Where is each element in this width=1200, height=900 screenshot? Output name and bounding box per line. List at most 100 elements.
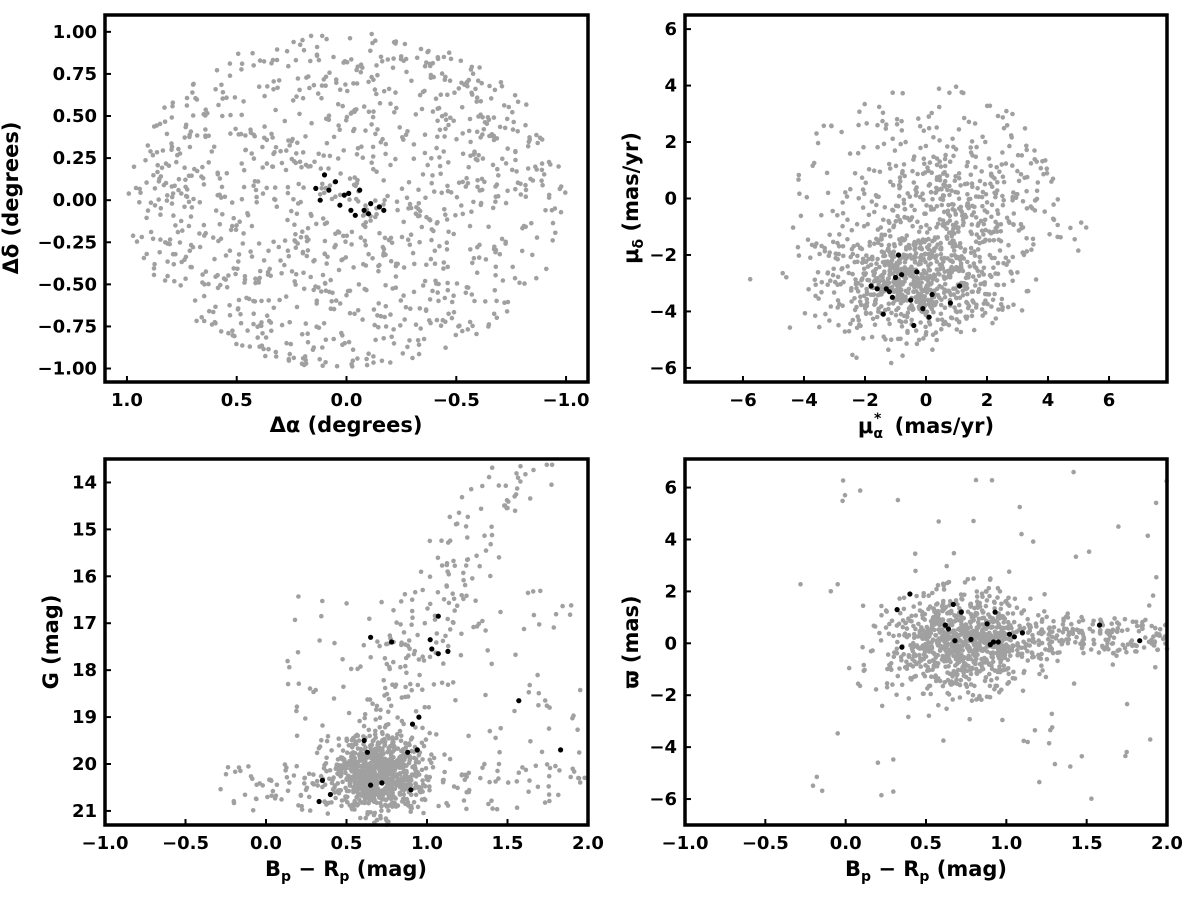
field-star-point [251, 298, 256, 304]
field-star-point [397, 792, 403, 797]
field-star-point [295, 140, 300, 146]
field-star-point [921, 156, 927, 161]
field-star-point [339, 803, 344, 809]
field-star-point [919, 272, 924, 277]
field-star-point [942, 305, 948, 311]
field-star-point [286, 253, 292, 259]
member-star-point [899, 272, 905, 278]
field-star-point [445, 280, 450, 286]
member-star-point [435, 651, 441, 657]
field-star-point [413, 112, 419, 117]
field-star-point [374, 703, 380, 709]
field-star-point [982, 282, 987, 287]
field-star-point [349, 229, 355, 235]
field-star-point [977, 178, 983, 184]
field-star-point [454, 603, 460, 608]
field-star-point [989, 677, 994, 683]
field-star-point [917, 601, 923, 606]
field-star-point [864, 286, 869, 292]
field-star-point [953, 174, 958, 179]
field-star-point [322, 281, 328, 286]
field-star-point [965, 159, 970, 165]
field-star-point [371, 799, 377, 804]
field-star-point [403, 684, 408, 690]
field-star-point [951, 550, 957, 556]
field-star-point [287, 143, 293, 148]
field-star-point [1007, 143, 1012, 149]
field-star-point [938, 164, 944, 169]
field-star-point [317, 638, 322, 643]
y-axis-label: G (mag) [39, 595, 63, 690]
field-star-point [944, 173, 950, 178]
field-star-point [927, 322, 933, 327]
field-star-point [161, 182, 167, 188]
field-star-point [867, 239, 873, 245]
field-star-point [478, 506, 484, 512]
field-star-point [819, 243, 824, 249]
field-star-point [998, 302, 1004, 307]
field-star-point [980, 203, 985, 209]
field-star-point [947, 213, 953, 219]
field-star-point [897, 184, 903, 190]
field-star-point [1081, 650, 1086, 656]
field-star-point [332, 244, 337, 250]
field-star-point [988, 632, 994, 638]
field-star-point [898, 241, 903, 247]
field-star-point [513, 149, 518, 155]
field-star-point [429, 156, 434, 161]
field-star-point [973, 194, 979, 199]
field-star-point [981, 660, 986, 665]
field-star-point [217, 192, 222, 198]
field-star-point [364, 362, 370, 368]
field-star-point [223, 771, 229, 777]
field-star-point [973, 215, 979, 220]
field-star-point [487, 779, 492, 785]
field-star-point [877, 630, 882, 636]
field-star-point [377, 230, 382, 236]
field-star-point [368, 745, 373, 750]
field-star-point [292, 222, 297, 227]
field-star-point [382, 197, 387, 203]
field-star-point [544, 703, 550, 708]
member-star-point [874, 286, 880, 292]
field-star-point [272, 185, 278, 190]
field-star-point [1032, 148, 1037, 153]
field-star-point [398, 664, 403, 670]
member-star-point [907, 591, 913, 597]
field-star-point [530, 589, 536, 594]
field-star-point [1009, 648, 1015, 653]
field-star-point [1087, 626, 1092, 632]
field-star-point [897, 175, 903, 180]
field-star-point [165, 193, 170, 198]
field-star-point [901, 197, 907, 203]
field-star-point [451, 293, 456, 299]
field-star-point [531, 612, 537, 618]
field-star-point [347, 197, 352, 202]
field-star-point [1008, 653, 1013, 659]
field-star-point [295, 76, 301, 81]
field-star-point [480, 765, 485, 771]
x-tick-label: −1.0 [82, 833, 129, 854]
field-star-point [1019, 226, 1024, 231]
field-star-point [942, 287, 947, 293]
field-star-point [875, 760, 881, 765]
field-star-point [288, 341, 294, 347]
field-star-point [974, 599, 980, 604]
field-star-point [251, 311, 256, 317]
x-tick-label: 0.5 [910, 833, 942, 854]
field-star-point [213, 87, 218, 92]
field-star-point [902, 214, 907, 220]
field-star-point [422, 278, 428, 284]
field-star-point [866, 167, 872, 172]
field-star-point [921, 628, 926, 633]
field-star-point [796, 253, 802, 258]
x-tick-label: −2 [851, 390, 879, 411]
field-star-point [287, 319, 293, 325]
field-star-point [478, 99, 484, 104]
field-star-point [845, 237, 850, 242]
field-star-point [419, 106, 425, 112]
field-star-point [398, 298, 404, 303]
field-star-point [940, 653, 945, 659]
field-star-point [828, 304, 834, 309]
field-star-point [170, 251, 176, 257]
